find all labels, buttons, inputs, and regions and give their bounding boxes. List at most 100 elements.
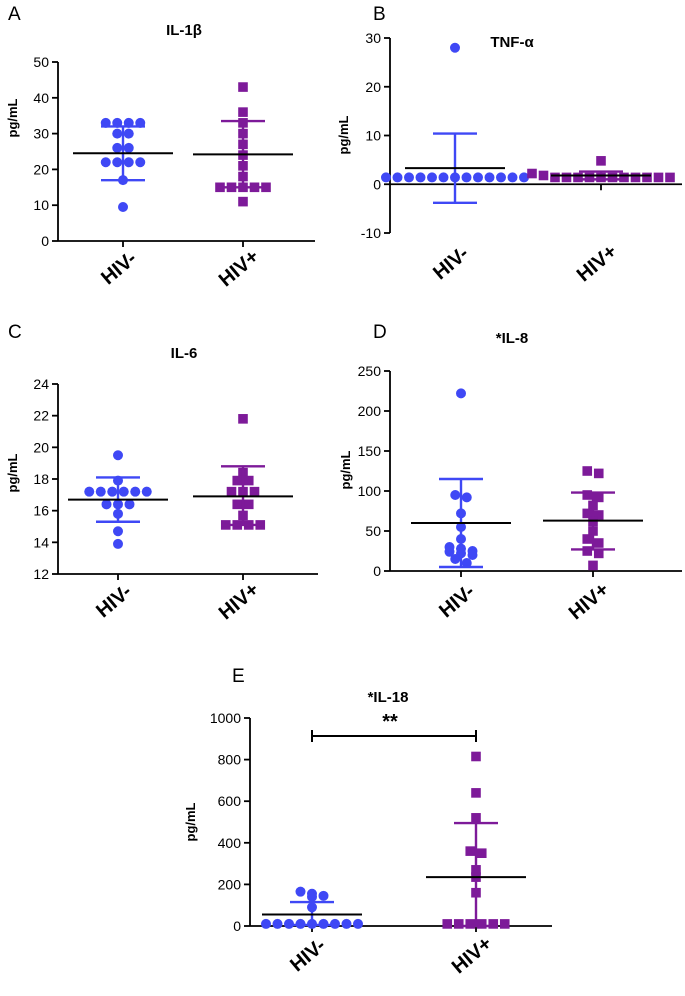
series-hiv-pos <box>527 156 675 183</box>
y-tick-label: 10 <box>33 197 49 213</box>
data-point <box>307 891 317 902</box>
chart-title: IL-6 <box>171 345 198 362</box>
y-tick-label: 30 <box>33 126 49 142</box>
data-point <box>471 813 481 823</box>
data-point <box>465 846 476 856</box>
y-tick-label: 0 <box>233 918 241 934</box>
data-point <box>582 546 593 556</box>
data-point <box>238 196 248 207</box>
data-point <box>450 490 461 500</box>
data-point <box>123 128 134 139</box>
data-point <box>130 486 141 497</box>
data-point <box>123 142 134 153</box>
data-point <box>238 107 248 117</box>
data-point <box>381 172 391 183</box>
y-tick-label: 50 <box>33 54 49 70</box>
y-tick-label: 50 <box>365 523 381 539</box>
panel-b: B TNF-α pg/mL -10 0 10 20 30 HIV- HIV+ <box>336 4 682 286</box>
data-point <box>507 172 518 183</box>
data-point <box>341 918 352 929</box>
data-point <box>295 886 306 897</box>
data-point <box>444 546 455 557</box>
series-hiv-neg <box>68 450 168 549</box>
data-point <box>112 157 123 168</box>
series-hiv-neg <box>261 886 363 929</box>
data-point <box>249 486 260 497</box>
data-point <box>593 548 604 559</box>
data-point <box>318 890 329 901</box>
data-point <box>642 172 652 183</box>
data-point <box>630 172 641 183</box>
data-point <box>461 492 472 503</box>
y-tick-label: 12 <box>33 566 49 582</box>
data-point <box>112 128 123 139</box>
panel-label: A <box>8 4 21 25</box>
data-point <box>123 157 134 168</box>
data-point <box>330 918 340 929</box>
series-hiv-pos <box>426 751 526 929</box>
y-axis-label: pg/mL <box>336 115 351 154</box>
data-point <box>450 42 460 53</box>
y-tick-label: 20 <box>33 161 49 177</box>
data-point <box>232 499 243 510</box>
data-point <box>484 172 495 183</box>
series-hiv-pos <box>193 414 293 530</box>
data-point <box>113 450 123 461</box>
data-point <box>107 486 118 497</box>
data-point <box>665 172 675 183</box>
data-point <box>584 172 595 183</box>
category-label: HIV- <box>97 247 141 289</box>
data-point <box>519 172 529 183</box>
panel-c: C IL-6 pg/mL 12 14 16 18 20 22 24 HIV- HIV+ <box>5 322 318 624</box>
data-point <box>593 492 604 503</box>
data-point <box>593 468 604 479</box>
data-point <box>499 919 510 929</box>
data-point <box>476 848 487 858</box>
data-point <box>607 172 618 183</box>
y-tick-label: 100 <box>358 483 382 499</box>
data-point <box>538 170 549 181</box>
y-tick-label: 200 <box>358 403 382 419</box>
data-point <box>453 919 464 929</box>
y-tick-label: 40 <box>33 90 49 106</box>
y-tick-label: 600 <box>218 793 242 809</box>
data-point <box>471 751 481 762</box>
category-label: HIV- <box>429 242 473 284</box>
y-tick-label: 150 <box>358 443 382 459</box>
data-point <box>593 538 604 548</box>
panel-label: E <box>232 666 245 687</box>
data-point <box>353 918 363 929</box>
panel-e: E *IL-18 pg/mL 0 200 400 600 800 1000 HIV- HIV+ ** <box>183 666 552 978</box>
data-point <box>243 475 254 486</box>
y-tick-label: 22 <box>33 408 49 424</box>
data-point <box>232 475 243 486</box>
panel-label: C <box>8 322 22 343</box>
data-point <box>215 182 225 193</box>
data-point <box>465 919 476 929</box>
y-tick-label: 0 <box>41 233 49 249</box>
data-point <box>461 172 472 183</box>
data-point <box>456 388 466 399</box>
data-point <box>95 486 106 497</box>
data-point <box>488 919 499 929</box>
data-point <box>238 414 248 424</box>
series-hiv-neg <box>381 42 529 204</box>
data-point <box>124 499 135 510</box>
data-point <box>561 172 572 183</box>
data-point <box>427 172 437 183</box>
y-tick-label: 24 <box>33 376 49 392</box>
category-label: HIV+ <box>448 933 497 979</box>
chart-title: *IL-18 <box>368 689 409 706</box>
data-point <box>141 486 152 497</box>
data-point <box>550 172 560 183</box>
y-tick-label: 10 <box>365 128 381 144</box>
y-tick-label: 1000 <box>210 710 241 726</box>
category-label: HIV- <box>92 580 136 622</box>
data-point <box>135 157 146 168</box>
panel-label: B <box>373 4 386 25</box>
y-tick-label: 20 <box>33 439 49 455</box>
y-axis-label: pg/mL <box>338 450 353 489</box>
data-point <box>84 486 95 497</box>
category-label: HIV+ <box>215 246 264 292</box>
panel-a: A IL-1β pg/mL 0 10 20 30 40 50 HIV- HIV+ <box>5 4 315 291</box>
